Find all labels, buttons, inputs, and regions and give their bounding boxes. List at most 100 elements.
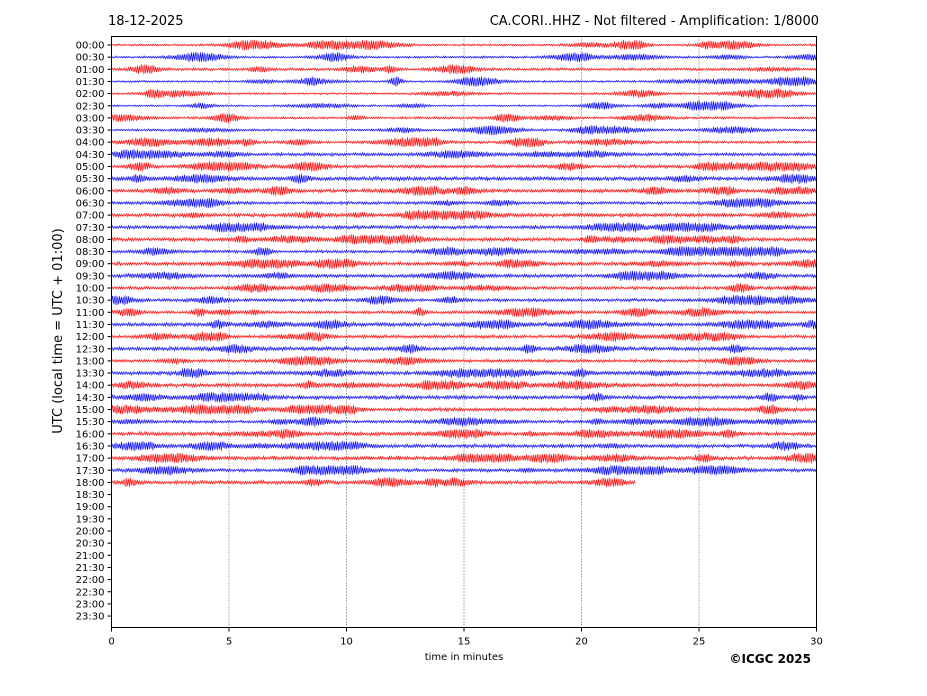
trace-row-02:30	[111, 100, 817, 111]
y-tick-label: 18:00	[76, 478, 105, 489]
seismic-traces	[111, 39, 817, 488]
y-tick-label: 17:00	[76, 454, 105, 465]
y-tick-label: 13:30	[76, 369, 105, 380]
trace-row-04:00	[111, 136, 817, 148]
y-tick-label: 00:30	[76, 53, 105, 64]
y-tick-label: 14:30	[76, 393, 105, 404]
trace-row-17:30	[111, 465, 817, 476]
trace-row-13:00	[111, 355, 817, 367]
y-tick-label: 04:00	[76, 138, 105, 149]
trace-row-02:00	[111, 88, 817, 99]
y-tick-label: 17:30	[76, 466, 105, 477]
trace-row-09:30	[111, 270, 817, 281]
y-tick-label: 20:00	[76, 527, 105, 538]
trace-row-12:00	[111, 331, 817, 342]
trace-row-08:00	[111, 234, 817, 245]
chart-title: CA.CORI..HHZ - Not filtered - Amplificat…	[490, 14, 819, 29]
y-tick-label: 09:30	[76, 271, 105, 282]
trace-row-11:00	[111, 307, 817, 318]
x-axis-label: time in minutes	[425, 652, 504, 663]
trace-row-05:30	[111, 173, 817, 184]
trace-row-05:00	[111, 161, 817, 172]
y-tick-label: 08:30	[76, 247, 105, 258]
y-tick-label: 15:30	[76, 417, 105, 428]
x-axis-ticks: 0 5 10 15 20 25 30	[108, 627, 823, 648]
y-tick-label: 10:30	[76, 296, 105, 307]
y-tick-label: 20:30	[76, 539, 105, 550]
y-tick-label: 06:00	[76, 186, 105, 197]
y-tick-label: 18:30	[76, 490, 105, 501]
y-tick-label: 02:30	[76, 101, 105, 112]
copyright-label: ©ICGC 2025	[729, 652, 811, 666]
y-tick-label: 01:30	[76, 77, 105, 88]
trace-row-10:30	[111, 294, 817, 306]
y-tick-label: 03:30	[76, 126, 105, 137]
x-tick-label: 5	[226, 637, 232, 648]
y-tick-label: 03:00	[76, 113, 105, 124]
trace-row-10:00	[111, 283, 817, 293]
y-tick-label: 22:00	[76, 575, 105, 586]
y-tick-label: 08:00	[76, 235, 105, 246]
plot-frame	[111, 36, 817, 628]
y-tick-label: 07:00	[76, 211, 105, 222]
y-tick-label: 12:00	[76, 332, 105, 343]
trace-row-00:30	[111, 52, 817, 63]
y-tick-label: 06:30	[76, 198, 105, 209]
trace-row-18:00	[111, 477, 636, 488]
x-tick-label: 30	[810, 637, 823, 648]
x-tick-label: 20	[575, 637, 588, 648]
trace-row-16:00	[111, 428, 817, 440]
trace-row-12:30	[111, 343, 817, 354]
trace-row-09:00	[111, 258, 817, 269]
trace-row-17:00	[111, 452, 817, 464]
y-tick-label: 01:00	[76, 65, 105, 76]
trace-row-14:30	[111, 392, 817, 403]
trace-row-06:00	[111, 185, 817, 196]
trace-row-14:00	[111, 379, 817, 391]
y-tick-label: 11:00	[76, 308, 105, 319]
y-tick-label: 19:00	[76, 502, 105, 513]
y-tick-label: 05:30	[76, 174, 105, 185]
y-tick-label: 11:30	[76, 320, 105, 331]
trace-row-00:00	[111, 39, 817, 51]
y-tick-label: 16:00	[76, 429, 105, 440]
date-label: 18-12-2025	[108, 14, 184, 29]
trace-row-11:30	[111, 319, 817, 330]
y-tick-label: 14:00	[76, 381, 105, 392]
trace-row-04:30	[111, 149, 817, 160]
y-tick-label: 21:00	[76, 551, 105, 562]
trace-row-01:00	[111, 64, 817, 75]
trace-row-01:30	[111, 76, 817, 87]
y-tick-label: 19:30	[76, 514, 105, 525]
trace-row-06:30	[111, 197, 817, 209]
x-tick-label: 10	[340, 637, 353, 648]
trace-row-07:30	[111, 222, 817, 233]
trace-row-15:00	[111, 404, 817, 415]
trace-row-16:30	[111, 440, 817, 452]
y-tick-label: 22:30	[76, 587, 105, 598]
trace-row-03:30	[111, 125, 817, 136]
y-tick-label: 13:00	[76, 356, 105, 367]
x-tick-label: 25	[693, 637, 706, 648]
y-tick-label: 00:00	[76, 41, 105, 52]
trace-row-08:30	[111, 246, 817, 257]
trace-row-15:30	[111, 416, 817, 427]
y-tick-label: 04:30	[76, 150, 105, 161]
trace-row-13:30	[111, 367, 817, 379]
y-tick-label: 15:00	[76, 405, 105, 416]
grid-lines	[228, 36, 700, 628]
y-tick-label: 09:00	[76, 259, 105, 270]
y-tick-label: 23:30	[76, 612, 105, 623]
y-tick-label: 07:30	[76, 223, 105, 234]
y-tick-label: 21:30	[76, 563, 105, 574]
y-tick-label: 12:30	[76, 344, 105, 355]
x-tick-label: 0	[108, 637, 114, 648]
x-tick-label: 15	[458, 637, 471, 648]
y-tick-label: 10:00	[76, 284, 105, 295]
y-tick-label: 02:00	[76, 89, 105, 100]
y-tick-label: 05:00	[76, 162, 105, 173]
y-tick-label: 23:00	[76, 599, 105, 610]
trace-row-07:00	[111, 209, 817, 221]
